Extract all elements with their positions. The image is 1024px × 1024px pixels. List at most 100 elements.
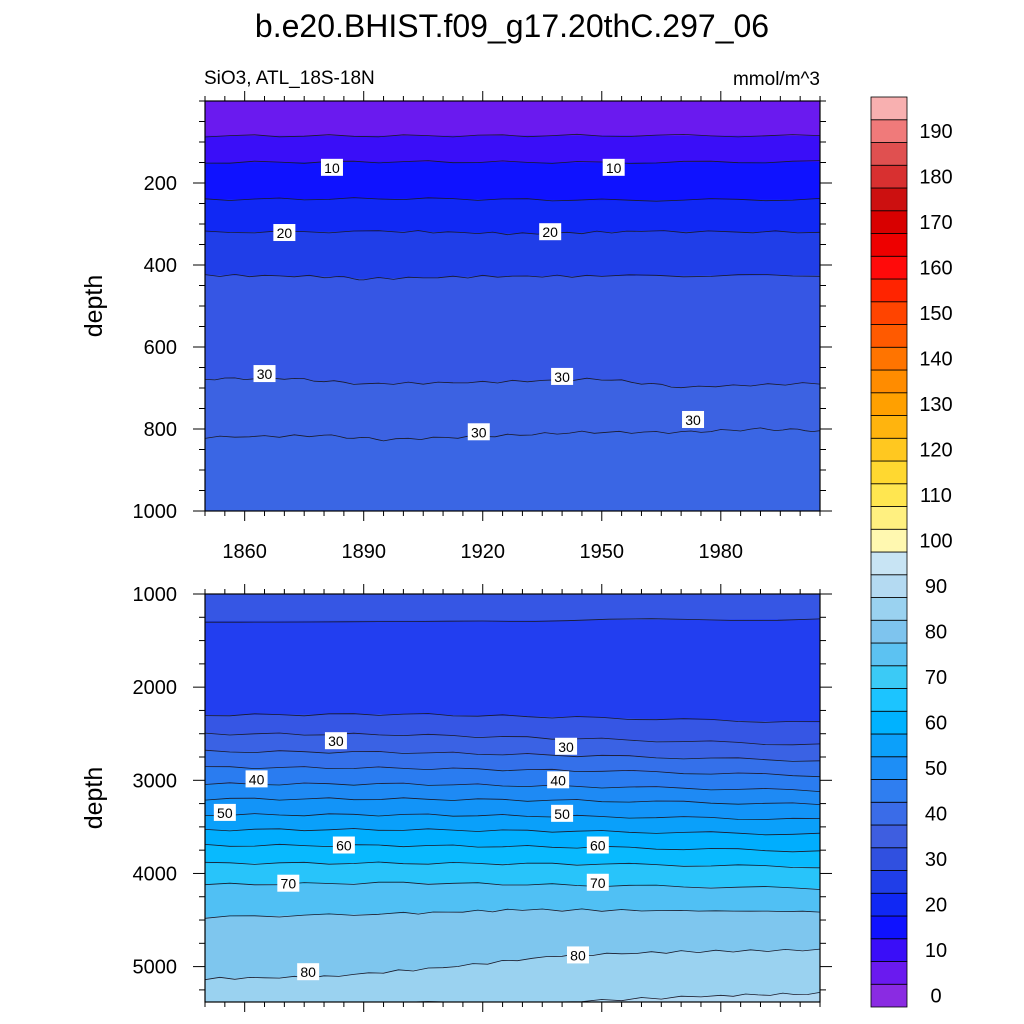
colorbar-label: 110: [920, 485, 952, 507]
colorbar-swatch: [870, 278, 908, 303]
x-tick-label: 1920: [460, 541, 505, 563]
y-axis-label: depth: [80, 275, 108, 338]
contour-label-text: 30: [328, 733, 344, 749]
contour-line: [205, 828, 820, 836]
contour-label-text: 60: [590, 838, 606, 854]
colorbar-label: 20: [925, 895, 947, 917]
contour-label-text: 30: [257, 366, 273, 382]
contour-label: 80: [297, 963, 320, 981]
contour-label-text: 20: [542, 224, 558, 240]
colorbar-swatch: [870, 665, 908, 689]
colorbar-swatch: [870, 210, 908, 234]
contour-label-text: 70: [590, 875, 606, 891]
contour-fills: 30 30 40 40 50 50 60 60 70 70 80 80: [205, 594, 820, 1002]
variable-label: SiO3, ATL_18S-18N: [204, 68, 375, 89]
colorbar-swatch: [870, 96, 908, 121]
contour-line: [205, 782, 820, 792]
contour-label: 80: [566, 946, 589, 964]
colorbar-label: 40: [925, 804, 947, 826]
colorbar-label: 0: [930, 986, 941, 1008]
contour-line: [249, 992, 820, 1002]
y-tick-label: 800: [144, 419, 177, 441]
colorbar-label: 30: [925, 849, 947, 871]
colorbar-swatch: [870, 233, 908, 257]
colorbar-label: 130: [919, 394, 952, 416]
colorbar-swatch: [870, 119, 908, 143]
panel-upper: 10 10 20 20 30 30 30 30 1860 1890 1920 1950 1980 200 4…: [80, 91, 832, 563]
colorbar-swatch: [870, 688, 908, 712]
contour-label-text: 80: [300, 964, 316, 980]
colorbar-swatch: [870, 483, 908, 507]
y-tick-label: 1000: [133, 584, 178, 606]
contour-line: [205, 376, 820, 389]
colorbar-swatch: [870, 642, 908, 667]
contour-label-text: 30: [471, 424, 487, 440]
units-label: mmol/m^3: [733, 69, 820, 90]
y-tick-label: 2000: [133, 677, 178, 699]
colorbar-swatch: [870, 824, 908, 849]
x-tick-label: 1860: [222, 541, 267, 563]
contour-line: [205, 427, 820, 442]
colorbar-label: 50: [925, 758, 947, 780]
contour-label-text: 30: [554, 369, 570, 385]
contour-label: 30: [324, 732, 347, 750]
colorbar-swatch: [870, 392, 908, 416]
colorbar-label: 150: [919, 303, 952, 325]
colorbar-label: 10: [925, 940, 947, 962]
colorbar-label: 190: [919, 121, 952, 143]
colorbar-swatch: [870, 938, 908, 962]
colorbar-swatch: [870, 779, 908, 803]
contour-line: [205, 766, 820, 778]
contour-line: [205, 861, 820, 869]
y-tick-label: 400: [144, 255, 177, 277]
colorbar-label: 170: [919, 212, 952, 234]
contour-label: 30: [467, 423, 490, 441]
x-tick-label: 1980: [699, 541, 744, 563]
contour-label: 10: [320, 158, 343, 176]
colorbar-swatch: [870, 551, 908, 576]
colorbar-swatch: [870, 801, 908, 826]
contour-label: 30: [555, 737, 578, 755]
colorbar-swatch: [870, 574, 908, 598]
contour-line: [205, 230, 820, 236]
contour-label: 70: [277, 874, 300, 892]
contour-label: 10: [602, 158, 625, 176]
contour-label-text: 20: [277, 225, 293, 241]
contour-label-text: 30: [558, 739, 574, 755]
colorbar-label: 120: [919, 440, 952, 462]
contour-label: 40: [245, 770, 268, 788]
contour-line: [205, 908, 820, 919]
colorbar-label: 160: [919, 258, 952, 280]
contour-fills: 10 10 20 20 30 30 30 30: [205, 101, 820, 511]
colorbar: 0 10 20 30 40 50 60 70 80 90 100 110 120 130 140 150 160…: [870, 96, 953, 1008]
colorbar-swatch: [870, 597, 908, 621]
contour-panels: 10 10 20 20 30 30 30 30 1860 1890 1920 1950 1980 200 4…: [80, 91, 832, 1012]
contour-line: [205, 197, 820, 202]
contour-label: 20: [273, 224, 296, 242]
contour-label-text: 60: [336, 838, 352, 854]
contour-line: [205, 881, 820, 890]
contour-label-text: 70: [281, 876, 297, 892]
contour-label-text: 50: [554, 806, 570, 822]
colorbar-label: 180: [919, 167, 952, 189]
contour-line: [205, 273, 820, 281]
contour-label-text: 50: [217, 805, 233, 821]
colorbar-swatch: [870, 961, 908, 985]
contour-label: 70: [586, 873, 609, 891]
y-tick-label: 5000: [133, 957, 178, 979]
colorbar-swatch: [870, 142, 908, 166]
colorbar-swatch: [870, 301, 908, 325]
colorbar-swatch: [870, 619, 908, 644]
colorbar-swatch: [870, 415, 908, 439]
colorbar-label: 140: [919, 349, 952, 371]
colorbar-swatch: [870, 710, 908, 735]
contour-label: 30: [253, 365, 276, 383]
colorbar-swatch: [870, 460, 908, 485]
plot-frame: [204, 593, 821, 1003]
contour-band: [205, 429, 820, 511]
colorbar-swatch: [870, 756, 908, 780]
contour-line: [205, 133, 820, 138]
contour-line: [205, 813, 820, 820]
contour-line: [205, 713, 820, 723]
